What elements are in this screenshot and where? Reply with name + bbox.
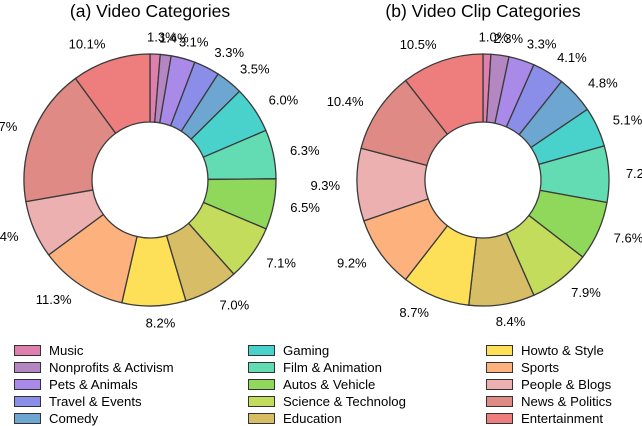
- slice-label-science-and-technolog: 7.9%: [571, 285, 601, 300]
- donut-chart-video-categories: 1.3%1.4%3.1% 3.3%3.5% 6.0% 6.3% 6.5% 7.1% 7.0%…: [0, 30, 320, 331]
- legend-swatch: [486, 395, 513, 407]
- slice-label-howto-and-style: 8.7%: [399, 305, 429, 320]
- legend-swatch: [14, 344, 41, 356]
- legend-item-sports: Sports: [486, 359, 559, 375]
- slice-label-entertainment: 10.1%: [69, 37, 106, 52]
- legend-label: Entertainment: [521, 410, 604, 426]
- legend-swatch: [248, 378, 275, 390]
- slice-label-comedy: 4.8%: [588, 75, 618, 90]
- chart-title-video-categories: (a) Video Categories: [70, 1, 230, 21]
- legend-label: Comedy: [49, 410, 99, 426]
- slice-label-comedy: 3.5%: [240, 61, 270, 76]
- legend-swatch: [486, 412, 513, 424]
- legend-swatch: [248, 412, 275, 424]
- slice-label-entertainment: 10.5%: [400, 37, 437, 52]
- legend-item-news-and-politics: News & Politics: [486, 393, 612, 409]
- legend-label: Autos & Vehicle: [283, 376, 376, 392]
- legend-swatch: [248, 395, 275, 407]
- slice-label-sports: 11.3%: [36, 292, 72, 307]
- slice-entertainment: [404, 53, 484, 136]
- legend-item-science-and-technolog: Science & Technolog: [248, 393, 406, 409]
- legend-swatch: [248, 361, 275, 373]
- slice-label-gaming: 6.0%: [269, 93, 299, 108]
- legend-swatch: [14, 361, 41, 373]
- slice-label-education: 8.4%: [496, 314, 526, 329]
- chart-title-video-clip-categories: (b) Video Clip Categories: [385, 1, 580, 21]
- slice-label-autos-and-vehicle: 7.6%: [614, 231, 642, 246]
- slice-label-people-and-blogs: 7.4%: [0, 229, 19, 244]
- legend-item-nonprofits-and-activism: Nonprofits & Activism: [14, 359, 174, 375]
- figure: (a) Video Categories (b) Video Clip Cate…: [0, 1, 642, 331]
- legend-label: Film & Animation: [283, 359, 382, 375]
- legend-swatch: [486, 361, 513, 373]
- slice-label-autos-and-vehicle: 6.5%: [290, 200, 320, 215]
- legend-label: Pets & Animals: [49, 376, 138, 392]
- legend-label: Science & Technolog: [283, 393, 406, 409]
- legend-label: People & Blogs: [521, 376, 612, 392]
- slice-label-science-and-technolog: 7.1%: [266, 256, 296, 271]
- legend-label: Gaming: [283, 342, 330, 358]
- slice-entertainment: [74, 53, 151, 135]
- slice-label-sports: 9.2%: [337, 256, 367, 271]
- slice-label-news-and-politics: 10.4%: [327, 94, 364, 109]
- legend-item-education: Education: [248, 410, 342, 426]
- legend-swatch: [14, 412, 41, 424]
- legend-item-travel-and-events: Travel & Events: [14, 393, 142, 409]
- slice-label-film-and-animation: 7.2%: [626, 166, 642, 181]
- slice-label-music: 1.3%: [147, 30, 177, 45]
- legend-swatch: [248, 344, 275, 356]
- legend-item-entertainment: Entertainment: [486, 410, 603, 426]
- legend-item-howto-and-style: Howto & Style: [486, 342, 604, 358]
- legend-item-film-and-animation: Film & Animation: [248, 359, 382, 375]
- donut-chart-video-clip-categories: 1.0%2.3% 3.3%4.1%4.8% 5.1% 7.2% 7.6% 7.9% 8.4%…: [310, 30, 642, 329]
- legend-item-comedy: Comedy: [14, 410, 98, 426]
- legend-swatch: [486, 378, 513, 390]
- legend-label: Sports: [521, 359, 560, 375]
- legend-label: Travel & Events: [49, 393, 142, 409]
- slice-label-nonprofits-and-activism: 1.4%: [159, 31, 189, 46]
- slice-label-music: 1.0%: [479, 30, 509, 45]
- legend-item-gaming: Gaming: [248, 342, 329, 358]
- legend-label: Nonprofits & Activism: [49, 359, 174, 375]
- legend: Music Nonprofits & Activism Pets & Animals…: [0, 340, 642, 426]
- slice-label-people-and-blogs: 9.3%: [310, 178, 340, 193]
- slice-label-nonprofits-and-activism: 2.3%: [493, 31, 523, 46]
- slice-label-travel-and-events: 4.1%: [557, 50, 587, 65]
- slice-label-gaming: 5.1%: [613, 112, 642, 127]
- legend-swatch: [486, 344, 513, 356]
- legend-label: News & Politics: [521, 393, 612, 409]
- legend-item-people-and-blogs: People & Blogs: [486, 376, 611, 392]
- slice-label-news-and-politics: 17.7%: [0, 119, 18, 134]
- legend-label: Education: [283, 410, 342, 426]
- slice-label-howto-and-style: 8.2%: [146, 315, 176, 330]
- legend-item-autos-and-vehicle: Autos & Vehicle: [248, 376, 375, 392]
- legend-item-pets-and-animals: Pets & Animals: [14, 376, 138, 392]
- slice-label-pets-and-animals: 3.3%: [527, 36, 557, 51]
- legend-swatch: [14, 378, 41, 390]
- legend-label: Music: [49, 342, 84, 358]
- slice-label-pets-and-animals: 3.1%: [179, 35, 209, 50]
- legend-swatch: [14, 395, 41, 407]
- slice-label-education: 7.0%: [220, 297, 250, 312]
- slice-label-film-and-animation: 6.3%: [290, 143, 320, 158]
- legend-label: Howto & Style: [521, 342, 604, 358]
- legend-item-music: Music: [14, 342, 83, 358]
- slice-label-travel-and-events: 3.3%: [214, 45, 244, 60]
